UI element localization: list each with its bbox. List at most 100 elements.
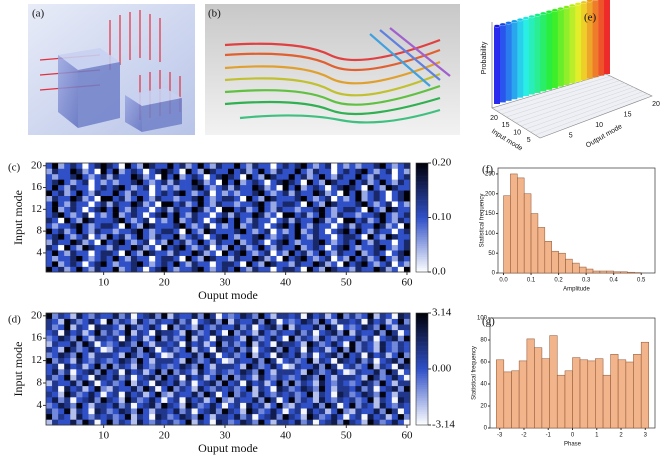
heatmap-cell [276, 206, 283, 213]
heatmap-cell [349, 255, 356, 262]
heatmap-cell [258, 391, 265, 398]
heatmap-cell [161, 222, 168, 229]
heatmap-cell [167, 391, 174, 398]
heatmap-cell [240, 239, 247, 246]
heatmap-cell [331, 201, 338, 207]
heatmap-cell [161, 318, 168, 325]
heatmap-cell [300, 385, 308, 392]
heatmap-cell [82, 374, 89, 381]
heatmap-cell [331, 413, 338, 420]
heatmap-cell [161, 201, 168, 207]
heatmap-cell [331, 313, 338, 319]
heatmap-cell [331, 244, 338, 251]
heatmap-cell [264, 357, 271, 364]
heatmap-cell [191, 318, 198, 325]
heatmap-cell [161, 419, 168, 426]
heatmap-cell [209, 179, 217, 186]
heatmap-cell [221, 163, 229, 169]
heatmap-cell [173, 397, 180, 403]
heatmap-cell [312, 190, 320, 196]
heatmap-cell [106, 374, 114, 381]
heatmap-cell [64, 179, 71, 186]
heatmap-cell [361, 335, 368, 342]
heatmap-cell [252, 346, 259, 353]
heatmap-cell [167, 385, 174, 392]
heatmap-cell [300, 352, 308, 359]
heatmap-cell [149, 335, 156, 342]
heatmap-cell [228, 363, 235, 370]
heatmap-cell [137, 357, 144, 364]
heatmap-cell [246, 173, 253, 180]
heatmap-cell [46, 212, 53, 218]
heatmap-cell [173, 190, 180, 196]
heatmap-cell [161, 179, 168, 186]
histogram-bar [625, 361, 634, 429]
heatmap-cell [300, 217, 308, 224]
heatmap-cell [118, 228, 126, 235]
heatmap-cell [130, 419, 138, 426]
heatmap-cell [294, 380, 302, 387]
heatmap-cell [306, 173, 314, 180]
heatmap-cell [173, 206, 180, 213]
heatmap-cell [288, 380, 296, 387]
heatmap-cell [300, 397, 308, 403]
heatmap-cell [82, 329, 89, 336]
heatmap-cell [373, 408, 380, 415]
heatmap-cell [118, 357, 126, 364]
heatmap-cell [325, 255, 332, 262]
heatmap-cell [385, 346, 393, 353]
heatmap-cell [149, 391, 156, 398]
heatmap-cell [319, 413, 326, 420]
heatmap-cell [373, 212, 380, 218]
heatmap-cell [185, 222, 192, 229]
heatmap-cell [221, 397, 229, 403]
floor-grid [506, 80, 620, 118]
heatmap-cell [355, 369, 362, 375]
heatmap-cell [173, 408, 180, 415]
heatmap-cell [185, 266, 192, 273]
heatmap-cell [161, 391, 168, 398]
heatmap-cell [118, 168, 126, 175]
heatmap-cell [397, 217, 405, 224]
heatmap-cell [282, 201, 289, 207]
heatmap-cell [161, 324, 168, 331]
heatmap-cell [161, 173, 168, 180]
heatmap-cell [215, 173, 223, 180]
heatmap-cell [124, 413, 132, 420]
heatmap-cell [179, 179, 186, 186]
heatmap-cell [143, 324, 150, 331]
heatmap-cell [64, 266, 71, 273]
heatmap-cell [228, 385, 235, 392]
heatmap-cell [325, 222, 332, 229]
heatmap-cell [258, 335, 265, 342]
heatmap-cell [252, 239, 259, 246]
heatmap-cell [82, 397, 89, 403]
heatmap-cell [76, 385, 83, 392]
heatmap-cell [355, 228, 362, 235]
heatmap-cell [349, 318, 356, 325]
heatmap-cell [385, 413, 393, 420]
heatmap-cell [361, 212, 368, 218]
heatmap-cell [130, 313, 138, 319]
histogram-bar [518, 360, 528, 429]
heatmap-cell [112, 266, 120, 273]
heatmap-cell [203, 413, 211, 420]
heatmap-cell [143, 408, 150, 415]
heatmap-cell [64, 163, 71, 169]
heatmap-cell [106, 201, 114, 207]
heatmap-cell [312, 318, 320, 325]
heatmap-cell [403, 168, 411, 175]
heatmap-cell [106, 380, 114, 387]
heatmap-cell [46, 374, 53, 381]
heatmap-cell [76, 313, 83, 319]
heatmap-cell [234, 329, 241, 336]
heatmap-cell [258, 374, 265, 381]
heatmap-cell [373, 352, 380, 359]
heatmap-cell [385, 233, 393, 240]
heatmap-cell [391, 363, 399, 370]
y-tick-label: 8 [37, 377, 43, 389]
heatmap-cell [240, 244, 247, 251]
heatmap-cell [319, 357, 326, 364]
heatmap-cell [391, 201, 399, 207]
heatmap-cell [221, 402, 229, 409]
